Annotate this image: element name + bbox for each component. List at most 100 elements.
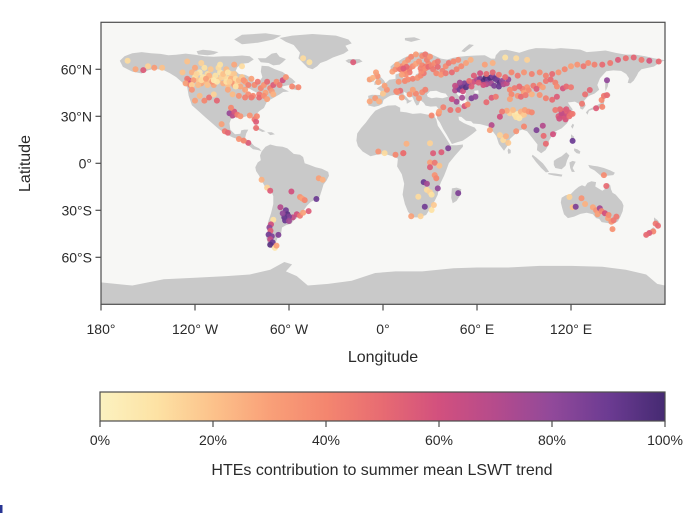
data-point — [574, 61, 581, 68]
data-point — [506, 96, 513, 103]
data-point — [270, 91, 277, 98]
data-point — [436, 108, 443, 115]
data-point — [643, 231, 650, 238]
data-point — [394, 89, 401, 95]
data-point — [416, 95, 422, 102]
colorbar-tick-label: 80% — [538, 432, 566, 448]
data-point — [542, 72, 549, 79]
data-point — [254, 78, 261, 85]
data-point — [521, 111, 527, 118]
data-point — [586, 87, 593, 93]
data-point — [483, 71, 490, 77]
data-point — [450, 58, 457, 65]
data-point — [604, 92, 610, 99]
data-point — [246, 112, 253, 119]
data-point — [203, 75, 209, 82]
landmass — [119, 52, 296, 152]
data-point — [464, 101, 471, 108]
data-point — [192, 97, 198, 104]
data-point — [489, 69, 496, 76]
data-point — [256, 94, 263, 101]
data-point — [536, 69, 543, 76]
x-tick-label: 0° — [376, 321, 389, 337]
data-point — [192, 64, 198, 71]
data-point — [549, 71, 556, 77]
data-point — [422, 51, 429, 58]
data-point — [591, 61, 598, 68]
data-point — [513, 128, 520, 135]
landmass — [461, 44, 474, 53]
data-point — [555, 69, 562, 76]
data-point — [226, 78, 233, 85]
data-point — [445, 60, 452, 66]
data-point — [428, 191, 435, 198]
landmass — [257, 52, 286, 66]
data-point — [188, 86, 195, 93]
data-point — [459, 94, 466, 101]
data-point — [237, 113, 244, 120]
data-point — [463, 60, 469, 66]
data-point — [433, 175, 440, 182]
data-point — [585, 60, 592, 66]
data-point — [428, 207, 435, 213]
data-point — [495, 71, 502, 78]
data-point — [522, 92, 529, 99]
data-point — [607, 60, 614, 66]
data-point — [536, 92, 543, 98]
data-point — [566, 194, 573, 200]
data-point — [373, 69, 379, 76]
data-point — [481, 61, 488, 68]
y-tick-label: 60°N — [61, 61, 92, 77]
data-point — [423, 180, 430, 187]
y-tick-label: 30°N — [61, 108, 92, 124]
data-point — [622, 55, 629, 62]
data-point — [442, 70, 449, 77]
data-point — [593, 105, 600, 112]
inland-sea — [474, 90, 479, 94]
data-point — [188, 82, 195, 88]
colorbar-tick-label: 60% — [425, 432, 453, 448]
data-point — [212, 72, 219, 79]
data-point — [553, 93, 560, 100]
data-point — [502, 54, 509, 61]
data-point — [286, 213, 292, 220]
data-point — [198, 60, 205, 66]
data-point — [240, 137, 247, 144]
data-point — [569, 110, 576, 117]
data-point — [453, 66, 460, 73]
data-point — [550, 131, 556, 138]
data-point — [579, 100, 585, 107]
data-point — [533, 85, 540, 92]
data-point — [511, 85, 518, 92]
data-point — [381, 150, 388, 157]
data-point — [508, 91, 515, 98]
data-point — [198, 77, 205, 84]
data-point — [210, 91, 217, 98]
data-point — [204, 82, 211, 88]
data-point — [190, 77, 197, 84]
data-point — [448, 96, 455, 103]
lake-data-points — [124, 51, 662, 251]
data-point — [300, 55, 307, 62]
y-tick-label: 30°S — [61, 202, 92, 218]
data-point — [289, 83, 296, 90]
data-point — [245, 139, 252, 146]
landmass — [196, 49, 219, 56]
data-point — [140, 67, 147, 74]
data-point — [201, 64, 208, 71]
data-point — [295, 84, 302, 91]
data-point — [455, 56, 462, 63]
data-point — [603, 183, 610, 189]
data-point — [540, 132, 547, 139]
data-point — [231, 71, 238, 77]
data-point — [506, 86, 513, 93]
data-point — [434, 63, 441, 70]
data-point — [201, 97, 208, 104]
data-point — [253, 125, 260, 131]
data-point — [492, 93, 499, 100]
data-point — [615, 56, 621, 63]
data-point — [646, 57, 653, 64]
data-point — [350, 59, 357, 66]
data-point — [600, 172, 607, 179]
